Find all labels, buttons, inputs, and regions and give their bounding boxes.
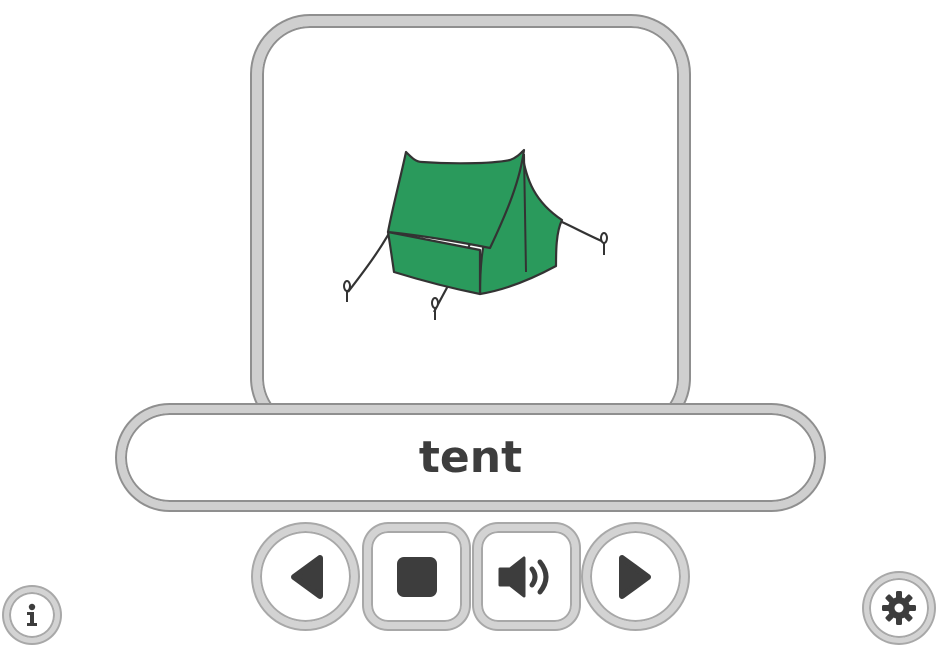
triangle-left-icon <box>290 554 323 599</box>
previous-button[interactable] <box>253 524 358 629</box>
info-button[interactable] <box>4 587 60 643</box>
triangle-right-icon <box>618 554 651 599</box>
picture-card <box>252 16 689 436</box>
gear-icon <box>882 591 916 625</box>
speaker-icon <box>498 556 548 597</box>
word-banner: tent <box>117 405 824 510</box>
word-label: tent <box>418 432 523 483</box>
tent-illustration <box>343 148 608 320</box>
next-button[interactable] <box>583 524 688 629</box>
stop-button[interactable] <box>364 524 469 629</box>
stop-square-icon <box>396 556 437 597</box>
info-icon <box>27 603 37 626</box>
settings-button[interactable] <box>864 573 934 643</box>
sound-button[interactable] <box>474 524 579 629</box>
